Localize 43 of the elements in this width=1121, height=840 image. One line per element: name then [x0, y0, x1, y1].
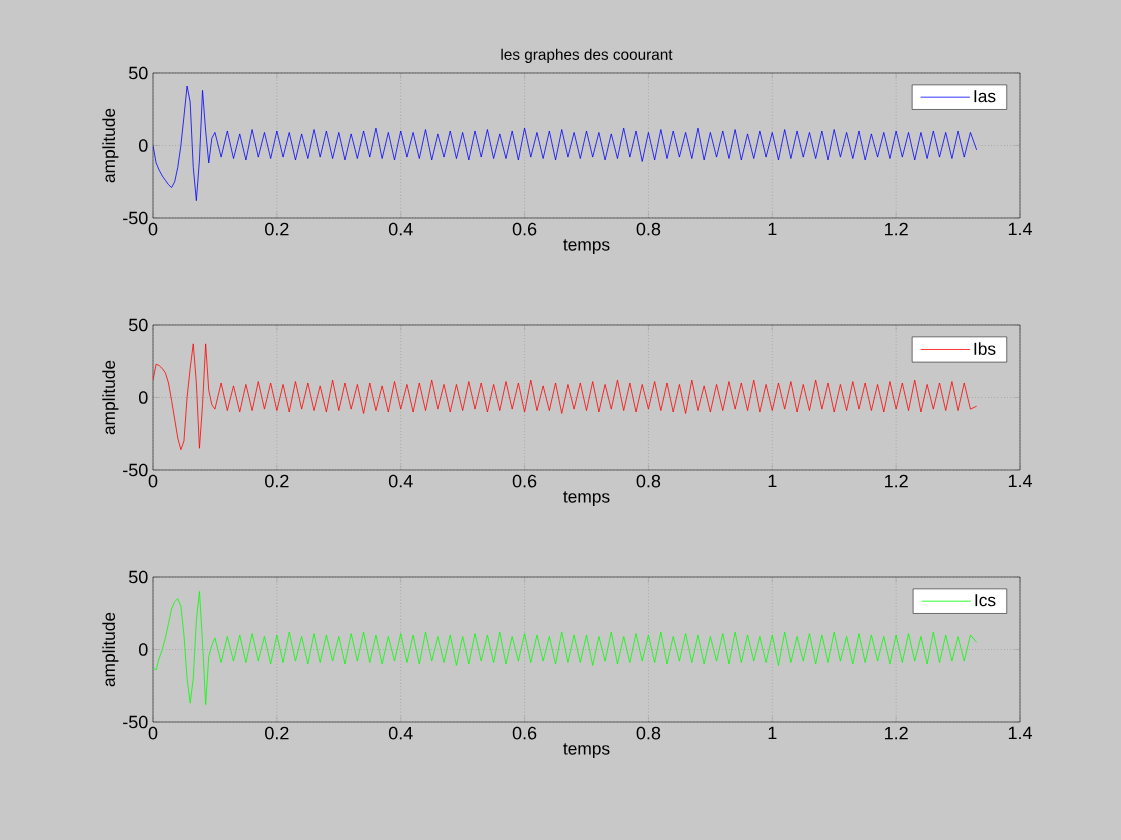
x-tick-label: 0.6 [512, 222, 537, 236]
x-tick-label: 0.4 [388, 222, 413, 236]
x-tick-label: 1.4 [1008, 726, 1032, 740]
x-tick-label: 0 [148, 474, 158, 488]
x-tick-label: 1 [768, 726, 777, 740]
legend-label: Ias [974, 90, 996, 103]
x-tick-label: 0.8 [636, 474, 661, 488]
chart-title: les graphes des coourant [501, 48, 673, 63]
y-axis-title: amplitude [102, 360, 119, 435]
x-axis-title: temps [563, 743, 610, 759]
x-axis-title: temps [563, 491, 610, 507]
x-tick-label: 1.4 [1008, 222, 1032, 236]
y-axis-title: amplitude [102, 612, 119, 687]
x-tick-label: 0.4 [388, 726, 413, 740]
x-tick-label: 0.2 [265, 222, 289, 236]
x-tick-label: 0.8 [636, 726, 661, 740]
y-tick-label: -50 [123, 715, 148, 729]
x-tick-label: 0 [148, 726, 158, 740]
x-tick-label: 0.8 [636, 222, 661, 236]
x-tick-label: 1.2 [885, 726, 908, 740]
x-tick-label: 1 [768, 222, 777, 236]
legend-label: Ibs [974, 342, 996, 355]
y-tick-label: 50 [128, 318, 148, 332]
x-tick-label: 0.2 [265, 726, 289, 740]
x-tick-label: 0 [148, 222, 158, 236]
x-tick-label: 0.2 [265, 474, 289, 488]
x-tick-label: 0.6 [512, 474, 537, 488]
x-tick-label: 1 [768, 474, 777, 488]
y-tick-label: -50 [123, 463, 148, 477]
y-tick-label: 0 [138, 139, 148, 152]
y-tick-label: 0 [138, 643, 148, 656]
x-tick-label: 1.2 [885, 222, 908, 236]
x-tick-label: 1.4 [1008, 474, 1032, 488]
x-tick-label: 0.6 [512, 726, 537, 740]
y-tick-label: 50 [128, 66, 148, 80]
y-axis-title: amplitude [102, 108, 119, 183]
y-tick-label: 50 [128, 570, 148, 584]
legend-label: Ics [975, 594, 996, 607]
x-tick-label: 1.2 [885, 474, 908, 488]
x-axis-title: temps [563, 239, 610, 255]
y-tick-label: 0 [138, 391, 148, 404]
y-tick-label: -50 [123, 211, 148, 225]
x-tick-label: 0.4 [388, 474, 413, 488]
